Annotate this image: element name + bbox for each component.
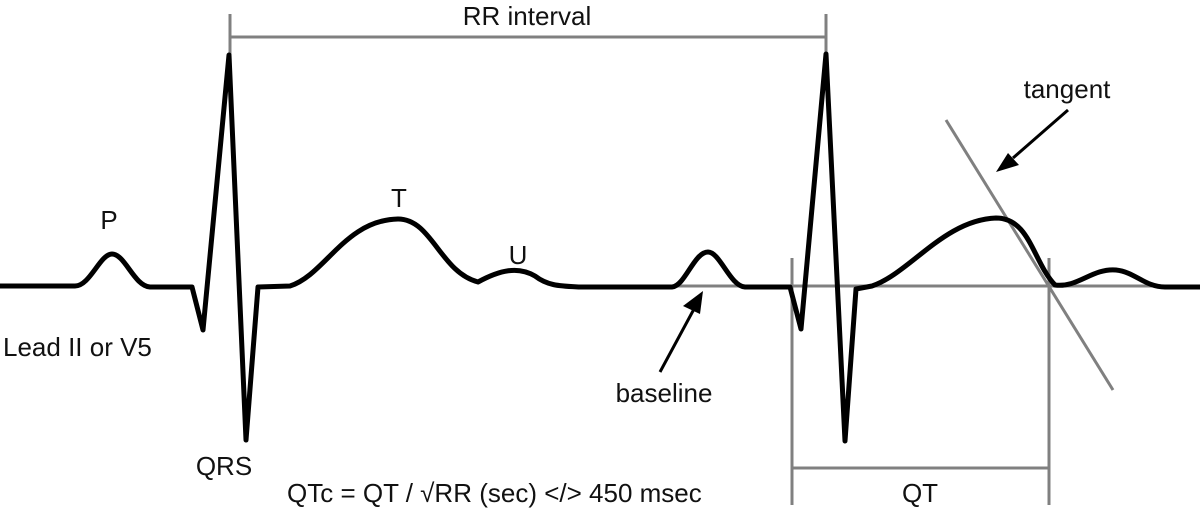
tangent-label: tangent (1024, 74, 1112, 104)
t-wave-label: T (391, 183, 407, 213)
rr-interval-label: RR interval (463, 1, 592, 31)
lead-label: Lead II or V5 (3, 332, 152, 362)
tangent-arrow (996, 108, 1069, 172)
u-wave-label: U (509, 240, 528, 270)
baseline-label: baseline (616, 378, 713, 408)
qtc-formula: QTc = QT / √RR (sec) </> 450 msec (287, 478, 702, 508)
qt-label: QT (902, 478, 938, 508)
ecg-trace (0, 51, 1200, 444)
baseline-arrow (658, 291, 703, 373)
tangent-line (944, 119, 1115, 391)
qt-interval-bracket (790, 258, 1051, 505)
qrs-label: QRS (196, 451, 252, 481)
p-wave-label: P (100, 205, 117, 235)
